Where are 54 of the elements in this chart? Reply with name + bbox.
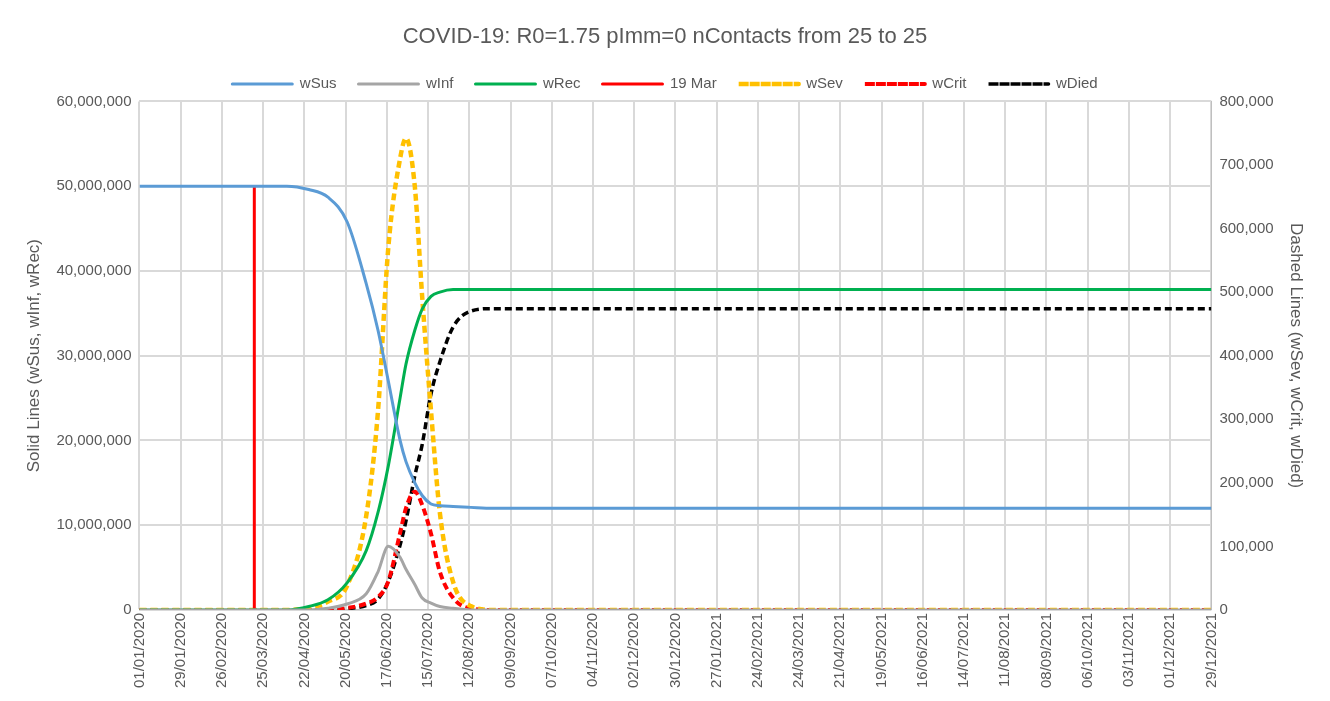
y-tick-label: 10,000,000: [56, 515, 132, 533]
x-tick-label: 24/02/2021: [748, 612, 766, 688]
y2-tick-label: 600,000: [1219, 218, 1274, 236]
legend-label: wDied: [1055, 74, 1098, 92]
x-tick-label: 16/06/2021: [912, 612, 930, 688]
x-tick-label: 19/05/2021: [871, 612, 889, 688]
y2-tick-label: 800,000: [1219, 91, 1274, 109]
x-tick-label: 14/07/2021: [954, 612, 972, 688]
y-tick-label: 30,000,000: [56, 345, 132, 363]
y2-tick-label: 200,000: [1219, 472, 1274, 490]
y2-axis-title: Dashed Lines (wSev, wCrit, wDied): [1287, 223, 1307, 489]
x-tick-label: 01/12/2021: [1160, 612, 1178, 688]
y2-tick-label: 0: [1219, 600, 1228, 618]
legend-label: wCrit: [931, 74, 968, 92]
x-tick-label: 20/05/2020: [335, 612, 353, 688]
x-tick-label: 27/01/2021: [706, 612, 724, 688]
line-series: [139, 184, 1212, 510]
y2-tick-label: 300,000: [1219, 409, 1274, 427]
x-tick-label: 30/12/2020: [665, 612, 683, 688]
x-tick-label: 17/06/2020: [376, 612, 394, 688]
x-tick-label: 02/12/2020: [624, 612, 642, 688]
x-tick-label: 01/01/2020: [129, 612, 147, 688]
y-tick-label: 20,000,000: [56, 430, 132, 448]
y-axis-title: Solid Lines (wSus, wInf, wRec): [23, 238, 43, 473]
chart-title: COVID-19: R0=1.75 pImm=0 nContacts from 25 to 25: [402, 23, 928, 49]
x-tick-label: 09/09/2020: [500, 612, 518, 688]
y2-tick-label: 500,000: [1219, 282, 1274, 300]
y-tick-label: 50,000,000: [56, 176, 132, 194]
x-tick-label: 25/03/2020: [253, 612, 271, 688]
x-tick-label: 29/12/2021: [1201, 612, 1219, 688]
x-tick-label: 29/01/2020: [170, 612, 188, 688]
legend-label: wRec: [541, 74, 581, 92]
y-tick-label: 0: [123, 600, 132, 618]
legend-label: wInf: [424, 74, 455, 92]
y-tick-label: 60,000,000: [56, 91, 132, 109]
x-tick-label: 22/04/2020: [294, 612, 312, 688]
x-tick-label: 04/11/2020: [583, 612, 601, 687]
y2-tick-label: 700,000: [1219, 155, 1274, 173]
x-tick-label: 21/04/2021: [830, 612, 848, 688]
y-tick-label: 40,000,000: [56, 261, 132, 279]
legend-label: wSev: [805, 74, 844, 92]
x-tick-label: 03/11/2021: [1119, 612, 1137, 687]
y2-tick-label: 400,000: [1219, 345, 1274, 363]
x-tick-label: 15/07/2020: [418, 612, 436, 688]
x-tick-label: 12/08/2020: [459, 612, 477, 688]
legend-label: 19 Mar: [670, 74, 717, 92]
x-tick-label: 24/03/2021: [789, 612, 807, 688]
legend-label: wSus: [298, 74, 337, 92]
x-tick-label: 07/10/2020: [541, 612, 559, 688]
y2-tick-label: 100,000: [1219, 536, 1274, 554]
x-tick-label: 11/08/2021: [995, 612, 1013, 687]
x-tick-label: 08/09/2021: [1036, 612, 1054, 688]
x-tick-label: 26/02/2020: [212, 612, 230, 688]
x-tick-label: 06/10/2021: [1077, 612, 1095, 688]
